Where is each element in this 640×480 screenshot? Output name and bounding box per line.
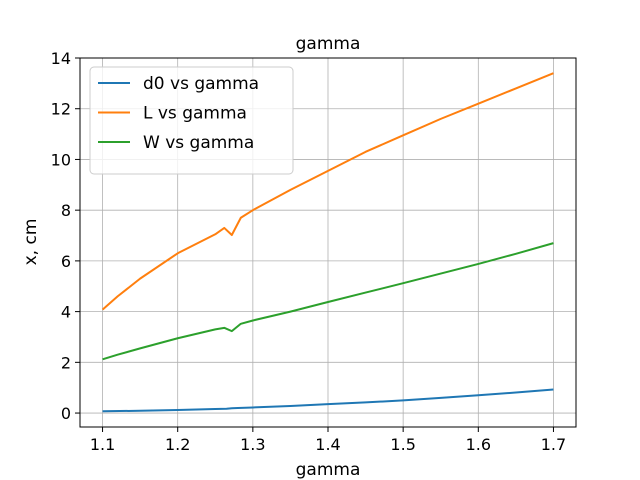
series-line-1: [101, 72, 554, 311]
y-tick-label: 14: [51, 49, 71, 68]
series-lines: [101, 72, 554, 413]
legend-label: W vs gamma: [143, 133, 254, 153]
y-tick-label: 10: [51, 150, 71, 169]
y-axis: 0 2 4 6 8 10 12 14: [51, 49, 80, 423]
y-axis-label: x, cm: [21, 219, 41, 266]
legend-box: [89, 66, 294, 175]
x-axis: 1.1 1.2 1.3 1.4 1.5 1.6 1.7: [90, 427, 566, 454]
legend: d0 vs gamma L vs gamma W vs gamma: [89, 66, 294, 175]
x-tick-label: 1.1: [90, 435, 115, 454]
x-tick-label: 1.5: [390, 435, 415, 454]
series-line-0: [102, 388, 554, 413]
x-tick-label: 1.4: [315, 435, 340, 454]
x-tick-label: 1.2: [165, 435, 190, 454]
legend-label: L vs gamma: [143, 104, 247, 124]
y-tick-label: 8: [61, 201, 71, 220]
y-tick-label: 4: [61, 303, 71, 322]
chart-title: gamma: [296, 34, 361, 54]
x-tick-label: 1.6: [466, 435, 491, 454]
y-tick-label: 2: [61, 353, 71, 372]
y-tick-label: 0: [61, 404, 71, 423]
x-tick-label: 1.7: [541, 435, 566, 454]
series-line-2: [102, 242, 554, 361]
y-tick-label: 12: [51, 100, 71, 119]
x-axis-label: gamma: [296, 460, 361, 480]
y-tick-label: 6: [61, 252, 71, 271]
legend-label: d0 vs gamma: [143, 74, 259, 94]
x-tick-label: 1.3: [240, 435, 265, 454]
